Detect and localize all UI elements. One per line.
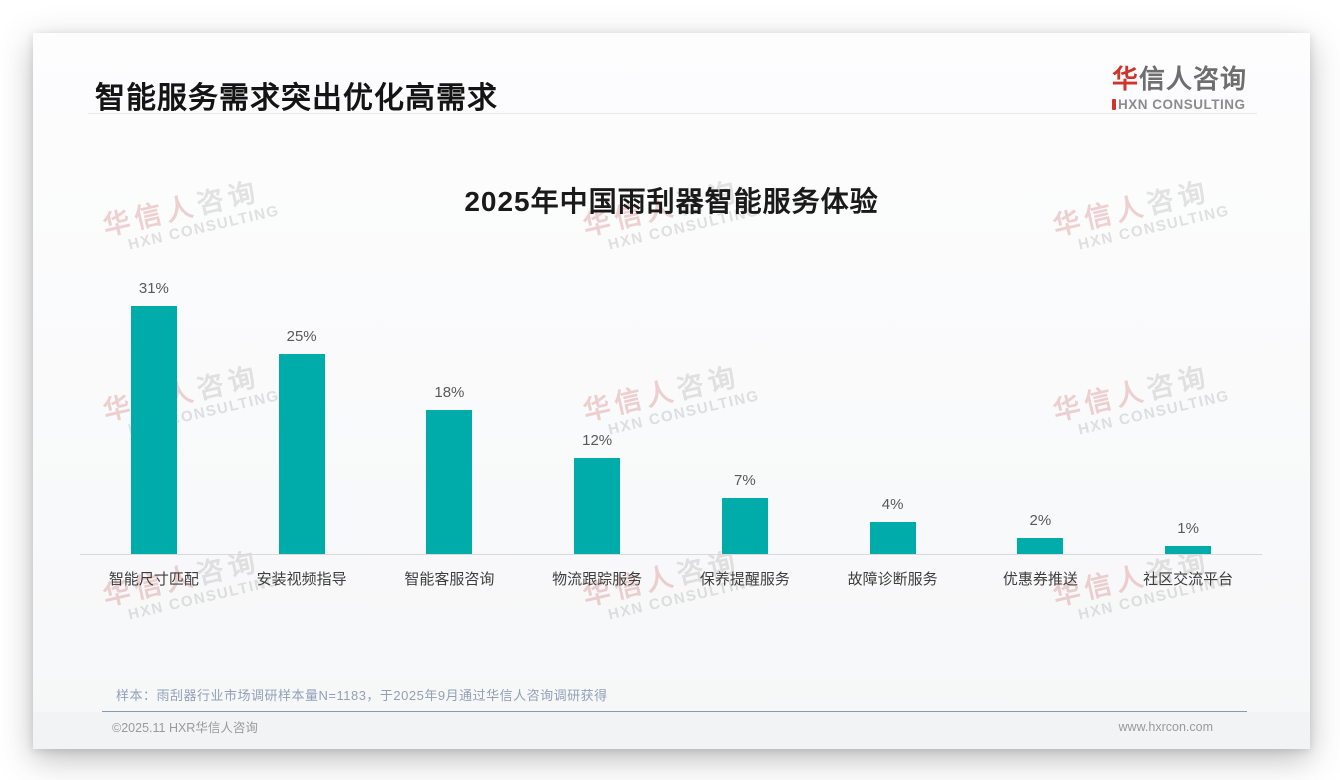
category-label: 智能尺寸匹配: [108, 571, 199, 588]
bar-value-label: 7%: [734, 472, 756, 489]
bar-value-label: 2%: [1029, 512, 1052, 529]
header-divider: [88, 113, 1257, 114]
chart-title: 2025年中国雨刮器智能服务体验: [464, 186, 879, 217]
logo-red-char: 华: [1111, 64, 1139, 94]
bar-column: 1%: [1114, 520, 1262, 554]
report-card: 华信人咨询 HXN CONSULTING 华信人咨询 HXN CONSULTING 华信…: [33, 33, 1310, 749]
logo-gray-chars: 信人咨询: [1138, 64, 1247, 94]
category-label: 社区交流平台: [1143, 571, 1234, 588]
footer-url: www.hxrcon.com: [1118, 719, 1213, 734]
bar: [1165, 546, 1212, 554]
footer-bar: ©2025.11 HXR华信人咨询 www.hxrcon.com: [33, 712, 1310, 749]
company-logo: 华信人咨询 H XN CONSULTING: [1111, 59, 1247, 112]
bar-column: 2%: [967, 512, 1115, 554]
bar: [574, 458, 621, 554]
bar-column: 4%: [819, 496, 967, 554]
logo-english-text: H XN CONSULTING: [1111, 97, 1247, 112]
logo-h: H: [1117, 97, 1129, 112]
logo-red-mark-icon: [1111, 99, 1116, 110]
bar-column: 18%: [376, 384, 524, 554]
bar: [278, 354, 325, 554]
footer-divider: [102, 711, 1247, 712]
bar: [426, 410, 473, 554]
bar-column: 25%: [228, 328, 376, 554]
bar-value-label: 31%: [138, 280, 169, 297]
bar: [1017, 538, 1064, 554]
bar-value-label: 1%: [1177, 520, 1199, 537]
logo-chinese-text: 华信人咨询: [1112, 59, 1247, 96]
bar-column: 7%: [671, 472, 819, 554]
bar-value-label: 12%: [582, 432, 613, 449]
footer-copyright: ©2025.11 HXR华信人咨询: [112, 721, 258, 735]
category-label: 智能客服咨询: [404, 571, 495, 588]
category-label: 保养提醒服务: [699, 571, 790, 588]
bar-chart-plot: 31% 25% 18% 12% 7% 4% 2% 1%: [80, 255, 1262, 555]
bar: [721, 498, 768, 554]
bar-value-label: 4%: [881, 496, 904, 513]
bar-value-label: 25%: [286, 328, 317, 345]
bar: [130, 306, 177, 554]
bar: [869, 522, 916, 554]
bar-column: 31%: [80, 280, 228, 554]
category-label: 故障诊断服务: [847, 571, 938, 588]
bar-value-label: 18%: [434, 384, 465, 401]
category-label: 优惠券推送: [1002, 571, 1078, 588]
page-title: 智能服务需求突出优化高需求: [95, 82, 498, 115]
category-label: 物流跟踪服务: [552, 571, 643, 588]
category-label: 安装视频指导: [256, 571, 347, 588]
bar-chart-categories: 智能尺寸匹配 安装视频指导 智能客服咨询 物流跟踪服务 保养提醒服务 故障诊断服务 优惠券推…: [80, 568, 1262, 589]
sample-note: 样本：雨刮器行业市场调研样本量N=1183，于2025年9月通过华信人咨询调研获…: [116, 688, 608, 703]
bar-column: 12%: [523, 432, 671, 554]
